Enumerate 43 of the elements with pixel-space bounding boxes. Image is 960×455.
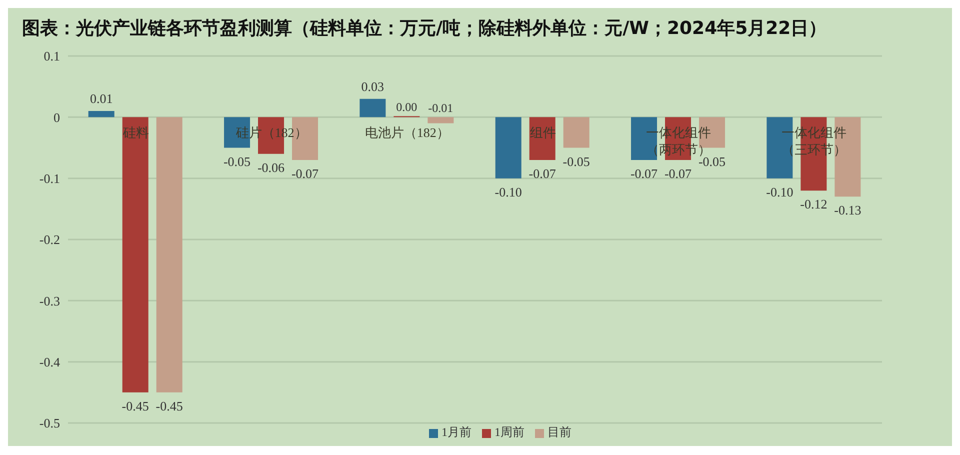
bar (88, 111, 114, 118)
y-tick-label: -0.3 (39, 293, 60, 308)
bar (428, 117, 454, 124)
data-label: -0.05 (223, 154, 251, 169)
y-tick-label: -0.4 (39, 354, 60, 370)
legend-label: 1周前 (494, 425, 524, 439)
data-label: -0.07 (528, 166, 556, 181)
x-tick-label: 组件 (530, 125, 556, 140)
data-label: -0.06 (257, 160, 286, 175)
data-label: 0.01 (90, 91, 113, 106)
data-label: 0.00 (396, 100, 418, 114)
y-tick-label: 0 (54, 110, 60, 125)
bar (631, 117, 658, 160)
bar (156, 117, 182, 392)
data-label: 0.03 (361, 78, 384, 94)
y-tick-label: -0.2 (39, 232, 60, 248)
data-label: -0.07 (664, 166, 692, 181)
legend-label: 目前 (548, 425, 572, 439)
legend-label: 1月前 (442, 425, 472, 439)
bar (563, 117, 590, 148)
chart-title: 图表：光伏产业链各环节盈利测算（硅料单位：万元/吨；除硅料外单位：元/W；2024年5月22日） (21, 17, 828, 41)
data-label: -0.07 (291, 166, 320, 181)
y-tick-label: -0.1 (39, 170, 60, 186)
bar (292, 117, 318, 160)
data-label: -0.05 (562, 154, 590, 169)
data-label: -0.07 (630, 166, 658, 181)
data-label: -0.01 (428, 101, 454, 116)
data-label: -0.10 (766, 184, 794, 200)
data-label: -0.45 (122, 398, 149, 414)
bar (766, 117, 793, 178)
y-tick-label: 0.1 (44, 48, 60, 64)
x-tick-label: 电池片（182） (364, 125, 450, 140)
data-label: -0.12 (800, 196, 828, 212)
bar (495, 117, 522, 178)
bar (360, 98, 386, 118)
bar (122, 117, 148, 392)
data-label: -0.05 (698, 154, 726, 169)
data-label: -0.45 (156, 398, 183, 414)
y-tick-label: -0.5 (39, 416, 60, 431)
data-label: -0.13 (834, 202, 862, 218)
x-tick-label: 硅料 (122, 125, 149, 140)
bar (834, 117, 861, 197)
data-label: -0.10 (494, 184, 522, 200)
